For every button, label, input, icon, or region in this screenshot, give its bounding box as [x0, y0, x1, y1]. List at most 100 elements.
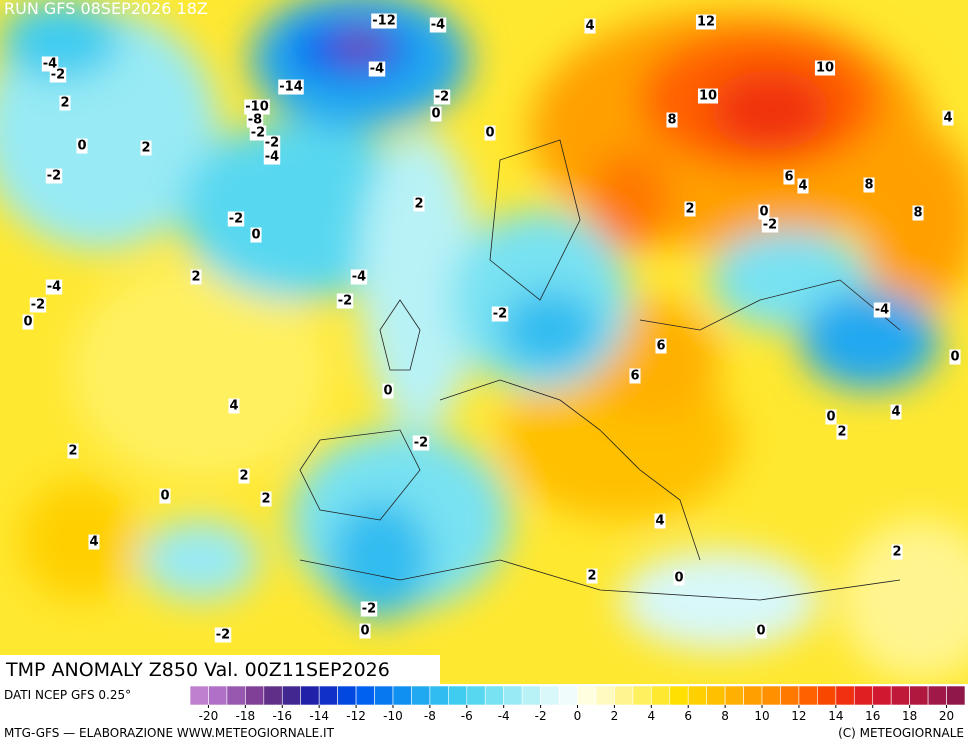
colorbar-tick-label: -2 — [535, 709, 547, 723]
colorbar-box — [909, 685, 929, 706]
contour-label-box — [228, 398, 240, 414]
colorbar-box — [927, 685, 947, 706]
contour-label-box — [890, 404, 902, 420]
colorbar-tick-label: -20 — [199, 709, 219, 723]
contour-label: 2 — [261, 492, 270, 507]
contour-label-box — [584, 18, 596, 34]
contour-label-box — [942, 110, 954, 126]
contour-label-box — [278, 79, 304, 95]
contour-label: 0 — [826, 410, 835, 425]
contour-label-box — [673, 570, 685, 586]
contour-label-box — [159, 488, 171, 504]
contour-label-box — [586, 568, 598, 584]
colorbar-box — [817, 685, 837, 706]
colorbar-box — [411, 685, 431, 706]
colorbar-tick-label: -6 — [461, 709, 473, 723]
contour-label: 4 — [655, 514, 664, 529]
colorbar-box — [300, 685, 320, 706]
contour-label-box — [214, 627, 232, 643]
colorbar-box — [392, 685, 412, 706]
contour-label-box — [484, 125, 496, 141]
contour-label-box — [246, 112, 264, 128]
contour-label: 0 — [251, 228, 260, 243]
contour-label: 2 — [191, 270, 200, 285]
contour-label-box — [336, 293, 354, 309]
contour-label: -2 — [414, 436, 428, 451]
colorbar-box — [484, 685, 504, 706]
colorbar-box — [337, 685, 357, 706]
contour-label: 2 — [837, 425, 846, 440]
title-box — [0, 655, 440, 684]
colorbar-tick-label: 14 — [828, 709, 843, 723]
colorbar-tick-label: -8 — [424, 709, 436, 723]
colorbar-tick-label: -4 — [498, 709, 510, 723]
contour-label: 2 — [239, 469, 248, 484]
contour-label-box — [912, 205, 924, 221]
contour-label-box — [45, 279, 63, 295]
contour-label: 2 — [68, 444, 77, 459]
contour-label: 2 — [587, 569, 596, 584]
contour-label: -4 — [875, 303, 889, 318]
colorbar-tick-label: 0 — [574, 709, 582, 723]
contour-label: 4 — [585, 19, 594, 34]
contour-label-box — [654, 513, 666, 529]
contour-label-box — [783, 169, 795, 185]
footer-left: MTG-GFS — ELABORAZIONE WWW.METEOGIORNALE… — [4, 726, 335, 740]
colorbar-box — [595, 685, 615, 706]
colorbar-box — [429, 685, 449, 706]
contour-label-box — [359, 623, 371, 639]
colorbar-box — [651, 685, 671, 706]
contour-label-box — [45, 168, 63, 184]
colorbar-box — [577, 685, 597, 706]
contour-label: -2 — [338, 294, 352, 309]
contour-label-box — [836, 424, 848, 440]
contour-label: -14 — [279, 80, 303, 95]
contour-label-box — [873, 302, 891, 318]
colorbar-box — [318, 685, 338, 706]
colorbar-box — [558, 685, 578, 706]
colorbar-box — [503, 685, 523, 706]
contour-label: 0 — [160, 489, 169, 504]
contour-label-box — [684, 201, 696, 217]
contour-label-box — [863, 177, 875, 193]
contour-label-box — [263, 149, 281, 165]
contour-label: -4 — [370, 62, 384, 77]
contour-label-box — [761, 217, 779, 233]
contour-label: 10 — [699, 89, 717, 104]
contour-label-box — [67, 443, 79, 459]
contour-label-box — [29, 297, 47, 313]
contour-label: 4 — [943, 111, 952, 126]
contour-label: -4 — [265, 150, 279, 165]
contour-label: -2 — [229, 212, 243, 227]
colorbar-box — [208, 685, 228, 706]
contour-label: -2 — [493, 307, 507, 322]
map-field — [0, 0, 968, 684]
colorbar-box — [189, 685, 209, 706]
contour-label: 8 — [864, 178, 873, 193]
contour-label: 8 — [667, 113, 676, 128]
contour-labels: -4-220 2-2-202-4-20-12 -4-4-14-10-8-2-2-4-… — [22, 13, 961, 643]
colorbar-box — [632, 685, 652, 706]
colorbar-tick-label: 18 — [902, 709, 917, 723]
colorbar-box — [761, 685, 781, 706]
colorbar-tick-label: 20 — [939, 709, 954, 723]
contour-label-box — [260, 491, 272, 507]
contour-label: -12 — [372, 14, 396, 29]
contour-label-box — [371, 13, 397, 29]
contour-label: 4 — [798, 179, 807, 194]
colorbar-tick-label: 2 — [611, 709, 619, 723]
contour-label: -2 — [265, 136, 279, 151]
contour-label-box — [797, 178, 809, 194]
contour-label-box — [666, 112, 678, 128]
colorbar-box — [448, 685, 468, 706]
contour-label: 0 — [485, 126, 494, 141]
contour-label: 0 — [674, 571, 683, 586]
colorbar-tick-label: 4 — [647, 709, 655, 723]
contour-label: -4 — [352, 270, 366, 285]
contour-label-box — [655, 338, 667, 354]
contour-label-box — [59, 95, 71, 111]
contour-label-box — [368, 61, 386, 77]
contour-label: -2 — [435, 90, 449, 105]
source-label: DATI NCEP GFS 0.25° — [4, 688, 131, 702]
